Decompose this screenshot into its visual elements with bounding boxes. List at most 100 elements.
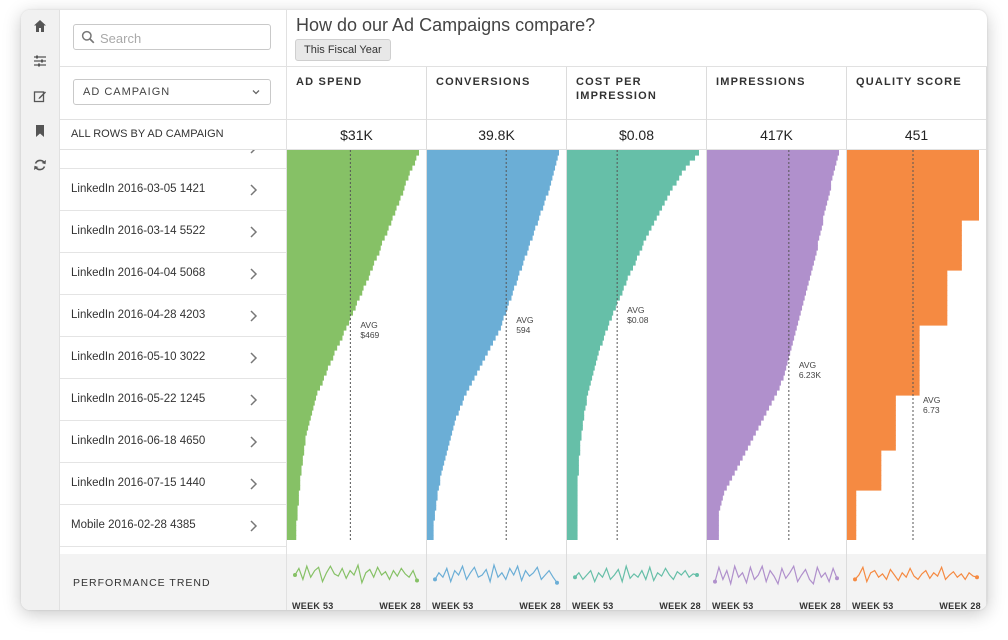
data-bar[interactable] [707,375,784,381]
data-bar[interactable] [567,355,598,361]
data-bar[interactable] [287,480,301,486]
data-bar[interactable] [847,230,962,236]
data-bar[interactable] [707,160,837,166]
data-bar[interactable] [847,190,979,196]
data-bar[interactable] [567,510,578,516]
data-bar[interactable] [567,295,620,301]
data-bar[interactable] [567,460,579,466]
data-bar[interactable] [287,455,303,461]
data-bar[interactable] [567,285,624,291]
data-bar[interactable] [847,440,896,446]
data-bar[interactable] [427,190,549,196]
data-bar[interactable] [427,340,493,346]
data-bar[interactable] [707,455,743,461]
data-bar[interactable] [287,535,297,541]
data-bar[interactable] [427,330,499,336]
data-bar[interactable] [427,260,524,266]
data-bar[interactable] [707,500,722,506]
data-bar[interactable] [567,250,640,256]
data-bar[interactable] [567,495,578,501]
data-bar[interactable] [567,380,591,386]
data-bar[interactable] [567,180,677,186]
data-bar[interactable] [427,290,513,296]
data-bar[interactable] [427,430,453,436]
data-bar[interactable] [567,395,587,401]
data-bar[interactable] [567,275,628,281]
data-bar[interactable] [847,490,857,496]
data-bar[interactable] [707,420,762,426]
data-bar[interactable] [567,350,599,356]
data-bar[interactable] [567,325,608,331]
data-bar[interactable] [287,320,350,326]
data-bar[interactable] [567,435,582,441]
data-bar[interactable] [707,515,719,521]
data-bar[interactable] [427,480,441,486]
data-bar[interactable] [847,305,948,311]
data-bar[interactable] [847,265,962,271]
data-bar[interactable] [847,325,920,331]
data-bar[interactable] [707,200,828,206]
data-bar[interactable] [707,300,804,306]
data-bar[interactable] [287,415,311,421]
data-bar[interactable] [567,415,585,421]
data-bar[interactable] [847,290,948,296]
data-bar[interactable] [287,180,406,186]
data-bar[interactable] [427,310,507,316]
data-bar[interactable] [847,425,896,431]
data-bar[interactable] [427,180,552,186]
period-filter-chip[interactable]: This Fiscal Year [295,39,391,61]
data-bar[interactable] [427,455,446,461]
data-bar[interactable] [847,225,962,231]
data-bar[interactable] [707,230,821,236]
data-bar[interactable] [707,185,832,191]
data-bar[interactable] [707,365,787,371]
data-bar[interactable] [567,410,585,416]
data-bar[interactable] [847,385,920,391]
data-bar[interactable] [847,460,882,466]
data-bar[interactable] [287,495,299,501]
data-bar[interactable] [567,305,616,311]
data-bar[interactable] [847,315,948,321]
data-bar[interactable] [707,415,764,421]
data-bar[interactable] [707,295,805,301]
data-bar[interactable] [427,350,488,356]
data-bar[interactable] [427,380,472,386]
data-bar[interactable] [427,245,529,251]
data-bar[interactable] [427,405,460,411]
data-bar[interactable] [567,235,647,241]
data-bar[interactable] [427,345,491,351]
data-bar[interactable] [427,425,454,431]
data-bar[interactable] [427,520,434,526]
data-bar[interactable] [707,305,803,311]
data-bar[interactable] [707,350,791,356]
data-bar[interactable] [567,225,652,231]
data-bar[interactable] [427,485,439,491]
data-bar[interactable] [287,420,310,426]
data-bar[interactable] [567,530,578,536]
data-bar[interactable] [707,260,814,266]
data-bar[interactable] [427,255,525,261]
data-bar[interactable] [427,400,463,406]
data-bar[interactable] [847,515,857,521]
column-header[interactable]: QUALITY SCORE [847,67,986,120]
data-bar[interactable] [427,295,512,301]
data-bar[interactable] [567,480,578,486]
data-bar[interactable] [427,220,538,226]
data-bar[interactable] [847,520,857,526]
data-bar[interactable] [287,205,397,211]
data-bar[interactable] [567,160,690,166]
data-bar[interactable] [707,385,780,391]
data-bar[interactable] [707,450,746,456]
data-bar[interactable] [847,270,948,276]
data-bar[interactable] [847,525,857,531]
data-bar[interactable] [567,165,686,171]
home-icon[interactable] [32,18,48,34]
data-bar[interactable] [287,285,364,291]
data-bar[interactable] [707,440,751,446]
data-bar[interactable] [427,225,536,231]
data-bar[interactable] [567,185,673,191]
data-bar[interactable] [427,355,486,361]
data-bar[interactable] [287,230,388,236]
data-bar[interactable] [567,440,581,446]
data-bar[interactable] [847,450,882,456]
